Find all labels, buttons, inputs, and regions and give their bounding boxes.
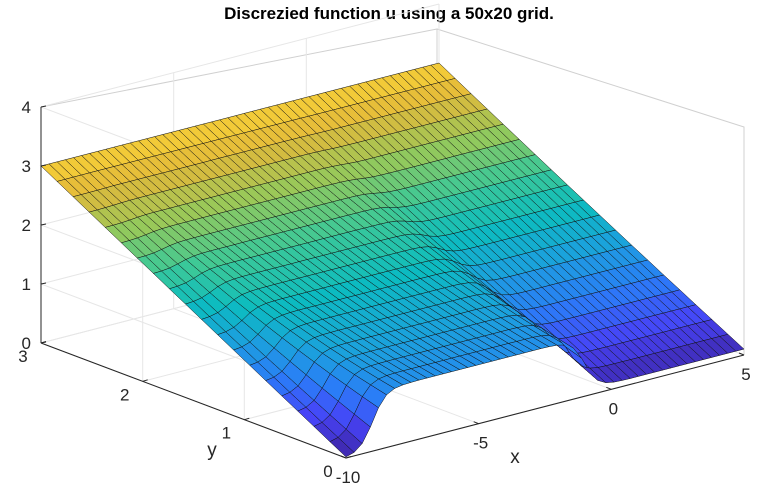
x-tick-label: 0 <box>609 399 618 418</box>
y-tick <box>142 379 148 382</box>
z-tick <box>40 105 47 108</box>
tick-marks <box>40 105 745 459</box>
y-tick-label: 3 <box>18 347 27 366</box>
z-tick-label: 4 <box>22 98 31 117</box>
z-tick-label: 0 <box>22 334 31 353</box>
x-tick <box>738 352 745 356</box>
y-tick-label: 2 <box>120 385 129 404</box>
x-tick <box>473 421 479 425</box>
back-wall-right <box>436 28 745 355</box>
z-tick <box>40 223 47 226</box>
x-tick-label: 5 <box>741 365 750 384</box>
x-tick-label: -5 <box>473 434 488 453</box>
surface-plot <box>40 62 745 458</box>
y-axis-label: y <box>207 440 217 461</box>
z-tick <box>40 164 47 167</box>
chart-title: Discrezied function u using a 50x20 grid… <box>224 4 554 23</box>
z-tick <box>40 341 47 344</box>
z-tick-label: 1 <box>22 275 31 294</box>
surface-patch <box>719 334 745 352</box>
x-tick <box>340 455 347 459</box>
y-tick <box>345 456 352 459</box>
y-tick-label: 1 <box>222 424 231 443</box>
x-tick <box>606 386 612 390</box>
z-tick-label: 3 <box>22 157 31 176</box>
x-axis-line <box>345 354 745 459</box>
z-tick <box>40 282 47 285</box>
y-tick-label: 0 <box>323 462 332 481</box>
x-tick-label: -10 <box>336 468 361 487</box>
y-tick <box>244 417 250 421</box>
y-axis-line <box>40 342 347 459</box>
x-axis-label: x <box>510 447 520 468</box>
z-tick-label: 2 <box>22 216 31 235</box>
